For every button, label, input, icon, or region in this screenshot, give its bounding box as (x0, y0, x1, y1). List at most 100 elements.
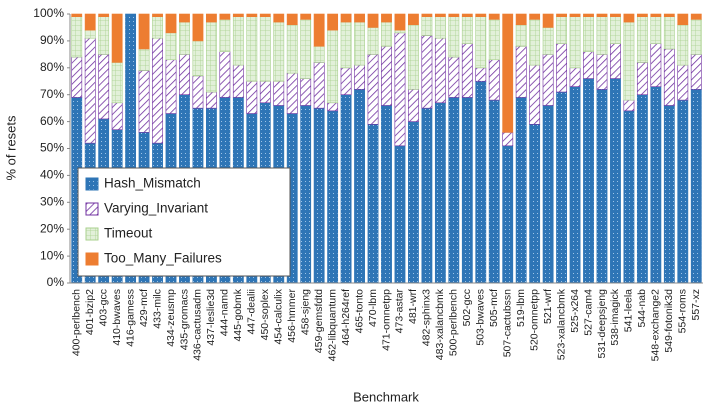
bar-segment (461, 43, 473, 98)
legend-box (77, 167, 291, 277)
bar-segment (192, 13, 204, 42)
bar-segment (394, 32, 406, 147)
bar-segment (448, 16, 460, 58)
x-tick-label: 456-hmmer (286, 288, 298, 342)
x-tick-label: 458-sjeng (299, 289, 311, 335)
bar-segment (300, 13, 312, 20)
bar-segment (677, 13, 689, 26)
bar-segment (515, 13, 527, 26)
bar-segment (650, 43, 662, 87)
bar-segment (650, 13, 662, 17)
bar-segment (569, 86, 581, 284)
bar-segment (327, 110, 339, 284)
x-tick-label: 544-nab (636, 289, 648, 328)
bar-segment (663, 16, 675, 50)
x-tick-label: 557-xz (690, 289, 702, 321)
bar-segment (488, 13, 500, 20)
bar-segment (98, 54, 110, 120)
x-tick-label: 549-fotonik3d (663, 289, 675, 353)
x-tick-label: 434-zeusmp (165, 289, 177, 347)
legend-label: Varying_Invariant (104, 201, 208, 216)
x-tick-label: 519-lbm (515, 289, 527, 327)
legend: Hash_Mismatch Varying_Invariant Timeout Too… (77, 167, 291, 277)
bar-segment (246, 16, 258, 82)
bar-segment (354, 64, 365, 90)
bar-segment (461, 16, 473, 44)
bar-segment (677, 24, 689, 66)
bar-segment (677, 64, 689, 101)
bar-segment (111, 62, 123, 104)
bar-segment (636, 16, 648, 63)
bar-segment (663, 48, 675, 106)
bar-segment (408, 89, 419, 122)
x-tick-label: 444-namd (219, 289, 231, 336)
bar-segment (569, 67, 581, 87)
bar-segment (650, 16, 662, 44)
bar-segment (232, 64, 244, 98)
legend-label: Hash_Mismatch (104, 176, 201, 191)
bar-segment (354, 13, 365, 23)
bar-segment (286, 13, 298, 26)
bar-segment (111, 13, 123, 63)
bar-segment (84, 37, 96, 144)
bar-segment (98, 13, 110, 17)
bar-segment (623, 110, 635, 284)
bar-segment (690, 19, 702, 55)
x-tick-label: 447-dealii (246, 289, 258, 335)
bar-segment (542, 13, 554, 28)
bar-segment (71, 56, 83, 98)
bar-segment (219, 19, 231, 52)
x-tick-label: 502-gcc (461, 289, 473, 326)
bar-segment (408, 121, 419, 284)
bar-segment (246, 13, 258, 17)
bar-segment (354, 89, 365, 284)
bar-segment (488, 99, 500, 284)
bar-segment (690, 13, 702, 20)
bar-segment (84, 13, 96, 31)
bar-segment (205, 91, 217, 109)
bar-segment (488, 59, 500, 101)
bar-segment (232, 16, 244, 66)
bar-segment (583, 13, 594, 17)
y-tick-label: 0% (47, 275, 65, 289)
bar-segment (663, 105, 675, 284)
bar-segment (152, 16, 163, 39)
bar-segment (636, 94, 648, 284)
bar-segment (502, 145, 514, 284)
bar-segment (340, 94, 352, 284)
x-tick-label: 523-xalancbmk (555, 288, 567, 360)
bar-segment (596, 13, 608, 17)
bar-segment (556, 43, 568, 93)
bar-segment (529, 123, 541, 284)
x-tick-label: 462-libquantum (326, 289, 338, 362)
bar-segment (205, 13, 217, 23)
x-tick-label: 445-gobmk (232, 288, 244, 341)
bar-segment (542, 105, 554, 284)
legend-label: Too_Many_Failures (104, 251, 222, 266)
bar-segment (381, 21, 392, 47)
bar-segment (394, 13, 406, 31)
x-tick-label: 454-calculix (273, 288, 285, 344)
bar-segment (165, 13, 177, 34)
bar-segment (542, 54, 554, 106)
bar-segment (434, 37, 446, 104)
bar-segment (111, 102, 123, 130)
bar-segment (596, 54, 608, 90)
bar-segment (381, 45, 392, 106)
x-tick-label: 416-gamess (124, 289, 136, 347)
bar-segment (677, 99, 689, 284)
bar-segment (273, 80, 285, 106)
bar-segment (367, 123, 379, 284)
bar-segment (313, 13, 325, 47)
bar-segment (273, 13, 285, 23)
bar-segment (663, 13, 675, 17)
bar-segment (690, 54, 702, 90)
x-tick-label: 403-gcc (97, 289, 109, 326)
y-tick-label: 40% (40, 168, 64, 182)
bar-segment (636, 13, 648, 17)
x-tick-label: 521-wrf (542, 289, 554, 324)
bar-segment (286, 72, 298, 114)
x-tick-label: 548-exchange2 (650, 289, 662, 362)
y-tick-label: 90% (40, 33, 64, 47)
